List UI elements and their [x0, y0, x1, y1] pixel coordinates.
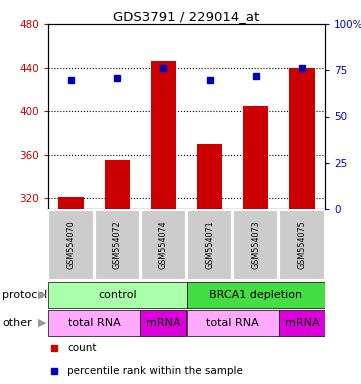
Text: percentile rank within the sample: percentile rank within the sample	[68, 366, 243, 376]
Text: GSM554075: GSM554075	[297, 221, 306, 269]
Text: GSM554072: GSM554072	[113, 221, 122, 269]
Bar	[151, 61, 176, 209]
Text: mRNA: mRNA	[146, 318, 181, 328]
Bar	[187, 210, 232, 280]
Text: BRCA1 depletion: BRCA1 depletion	[209, 290, 302, 300]
Bar	[95, 210, 140, 280]
Text: ▶: ▶	[38, 318, 46, 328]
Bar	[105, 160, 130, 209]
Bar	[187, 282, 325, 308]
Bar	[279, 310, 325, 336]
Bar	[58, 197, 84, 209]
Text: GSM554071: GSM554071	[205, 221, 214, 269]
Text: other: other	[2, 318, 32, 328]
Bar	[289, 68, 315, 209]
Bar	[243, 106, 269, 209]
Text: protocol: protocol	[2, 290, 47, 300]
Text: total RNA: total RNA	[206, 318, 259, 328]
Bar	[48, 310, 140, 336]
Bar	[279, 210, 325, 280]
Text: mRNA: mRNA	[284, 318, 319, 328]
Text: count: count	[68, 343, 97, 353]
Bar	[140, 310, 187, 336]
Bar	[141, 210, 186, 280]
Text: total RNA: total RNA	[68, 318, 121, 328]
Title: GDS3791 / 229014_at: GDS3791 / 229014_at	[113, 10, 260, 23]
Bar	[48, 210, 94, 280]
Bar	[187, 310, 279, 336]
Bar	[197, 144, 222, 209]
Bar	[233, 210, 278, 280]
Bar	[48, 282, 187, 308]
Text: control: control	[98, 290, 136, 300]
Text: ▶: ▶	[38, 290, 46, 300]
Text: GSM554074: GSM554074	[159, 221, 168, 269]
Text: GSM554073: GSM554073	[251, 221, 260, 269]
Text: GSM554070: GSM554070	[66, 221, 75, 269]
